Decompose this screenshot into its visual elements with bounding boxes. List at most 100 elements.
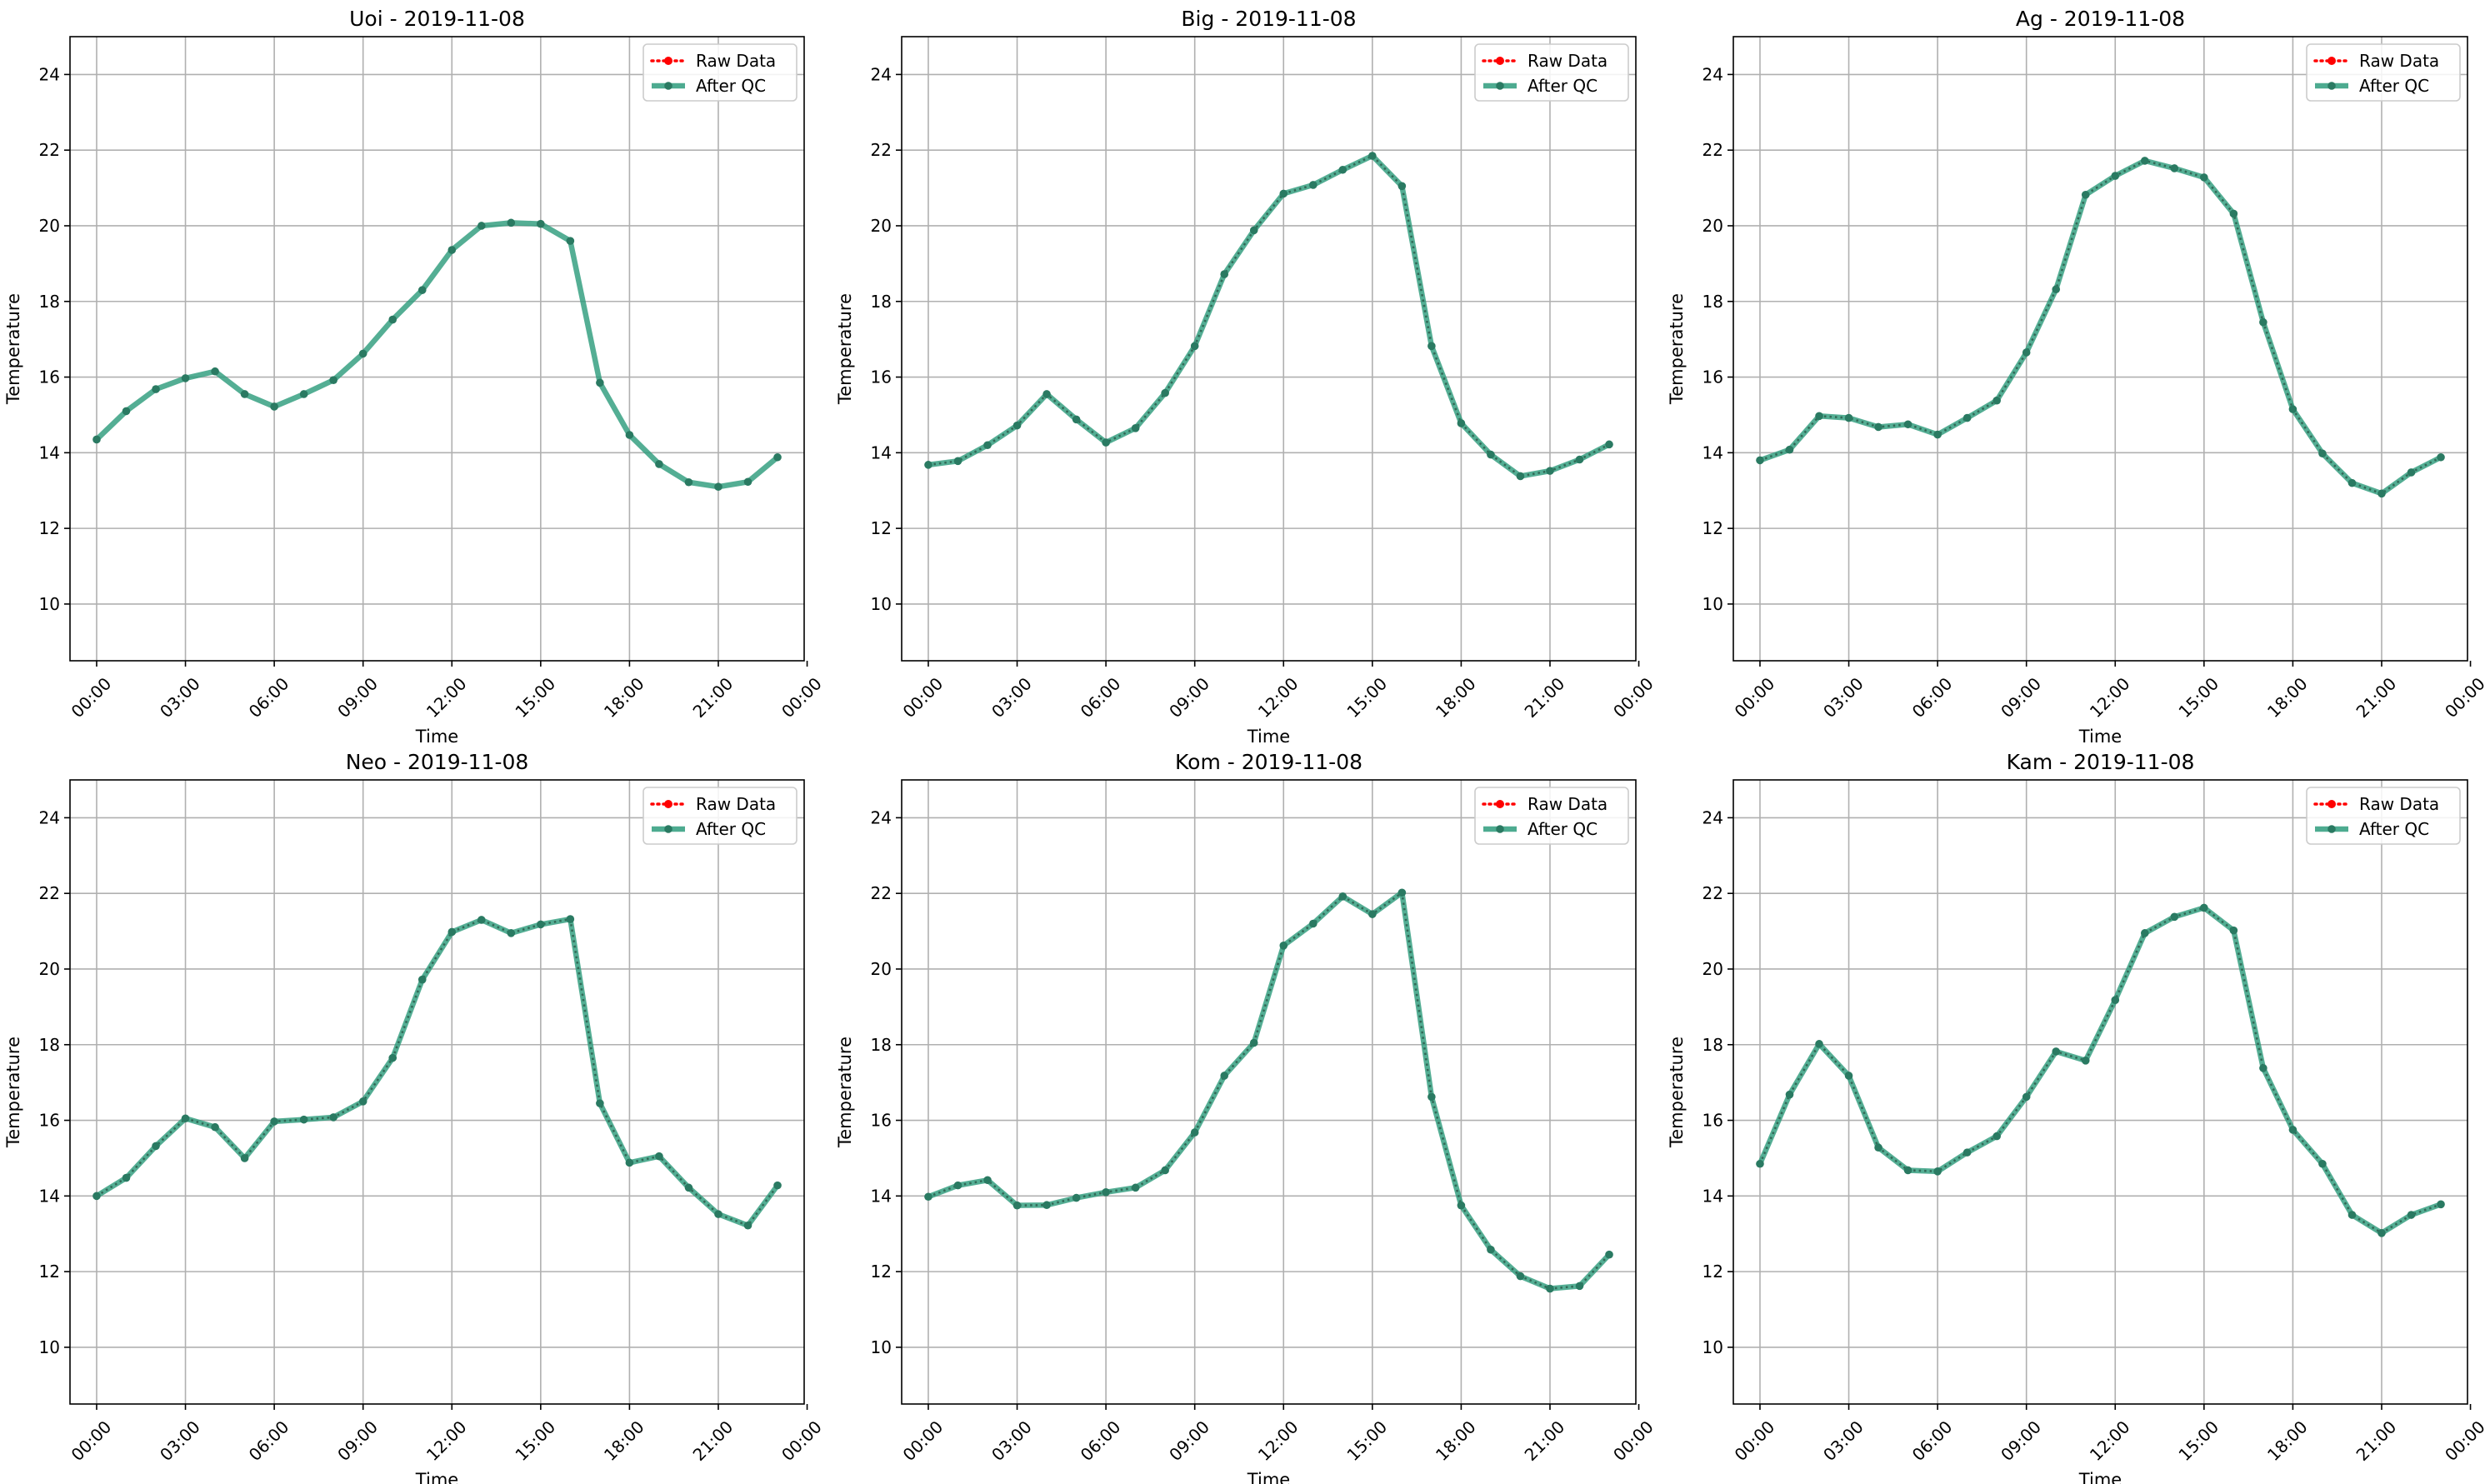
- data-point-after-qc: [1102, 438, 1110, 447]
- data-point-after-qc: [2229, 926, 2238, 935]
- y-tick-label: 10: [1702, 594, 1723, 614]
- data-point-after-qc: [358, 1097, 368, 1106]
- chart-title: Uoi - 2019-11-08: [349, 7, 525, 31]
- legend-label-raw-data: Raw Data: [2359, 794, 2439, 814]
- x-tick-label: 03:00: [988, 1417, 1036, 1465]
- y-tick-label: 12: [1702, 518, 1723, 538]
- data-point-after-qc: [1844, 413, 1853, 422]
- data-point-after-qc: [1516, 472, 1525, 481]
- data-point-after-qc: [1190, 1128, 1199, 1137]
- data-point-after-qc: [1487, 1245, 1495, 1254]
- y-tick-label: 24: [1702, 807, 1723, 827]
- data-point-after-qc: [270, 402, 278, 411]
- x-tick-label: 18:00: [600, 673, 648, 722]
- y-axis-label: Temperature: [3, 1037, 23, 1148]
- x-tick-label: 09:00: [333, 673, 382, 722]
- data-point-after-qc: [1457, 419, 1466, 427]
- data-point-after-qc: [2022, 348, 2031, 357]
- x-tick-label: 00:00: [899, 673, 948, 722]
- y-tick-label: 14: [39, 442, 60, 462]
- data-point-after-qc: [388, 1053, 398, 1062]
- data-point-after-qc: [92, 435, 101, 444]
- data-point-after-qc: [1756, 1159, 1764, 1168]
- data-point-after-qc: [507, 218, 516, 227]
- x-tick-label: 03:00: [156, 1417, 204, 1465]
- data-point-after-qc: [2111, 996, 2120, 1004]
- data-point-after-qc: [2081, 1057, 2090, 1065]
- y-tick-label: 24: [1702, 64, 1723, 84]
- data-point-after-qc: [2378, 1229, 2386, 1237]
- y-tick-label: 16: [39, 367, 60, 387]
- x-tick-label: 12:00: [422, 673, 471, 722]
- data-point-after-qc: [388, 315, 398, 324]
- y-tick-label: 20: [871, 959, 892, 979]
- y-tick-label: 14: [871, 1186, 892, 1206]
- y-tick-label: 22: [871, 140, 892, 160]
- x-tick-label: 03:00: [1819, 1417, 1868, 1465]
- y-tick-label: 16: [1702, 1111, 1723, 1131]
- data-point-after-qc: [1012, 1201, 1022, 1210]
- x-tick-label: 00:00: [778, 673, 826, 722]
- y-tick-label: 14: [871, 442, 892, 462]
- data-point-after-qc: [299, 390, 308, 398]
- y-axis-label: Temperature: [835, 293, 855, 405]
- legend: Raw Data After QC: [2306, 787, 2461, 845]
- data-point-after-qc: [1042, 390, 1051, 398]
- series-line-after-qc: [925, 890, 1612, 1292]
- data-point-after-qc: [1161, 388, 1169, 397]
- x-tick-label: 09:00: [1165, 673, 1213, 722]
- data-point-after-qc: [1102, 1187, 1110, 1197]
- legend-label-after-qc: After QC: [2359, 819, 2429, 839]
- y-tick-label: 22: [1702, 140, 1723, 160]
- chart-title: Neo - 2019-11-08: [346, 750, 529, 774]
- y-tick-label: 12: [871, 1262, 892, 1282]
- x-tick-label: 18:00: [2263, 673, 2312, 722]
- data-point-after-qc: [1220, 1072, 1229, 1080]
- data-point-after-qc: [448, 927, 457, 937]
- legend-marker-after-qc: [664, 825, 672, 833]
- data-point-after-qc: [566, 237, 575, 245]
- data-point-after-qc: [684, 1183, 693, 1192]
- data-point-after-qc: [924, 1192, 932, 1202]
- legend-label-after-qc: After QC: [2359, 76, 2429, 96]
- x-tick-label: 09:00: [1997, 1417, 2045, 1465]
- y-tick-label: 20: [871, 216, 892, 236]
- data-point-after-qc: [2259, 1064, 2268, 1072]
- y-tick-label: 24: [871, 64, 892, 84]
- x-tick-label: 06:00: [1908, 1417, 1957, 1465]
- data-point-after-qc: [2348, 1211, 2357, 1219]
- data-point-after-qc: [684, 477, 693, 487]
- legend: Raw Data After QC: [1474, 43, 1629, 102]
- x-axis-label: Time: [415, 1470, 458, 1484]
- y-axis-label: Temperature: [3, 293, 23, 405]
- data-point-after-qc: [1933, 1167, 1942, 1176]
- x-tick-label: 21:00: [2352, 673, 2401, 722]
- data-point-after-qc: [1338, 165, 1348, 174]
- data-point-after-qc: [2288, 1126, 2298, 1134]
- y-tick-label: 24: [39, 807, 60, 827]
- chart-panel: 00:00 03:00 06:00 09:00 12:00 15:00 18:00 21:00…: [3, 7, 826, 747]
- data-point-after-qc: [924, 461, 932, 469]
- series-line-after-qc: [1757, 905, 2444, 1237]
- data-point-after-qc: [1815, 412, 1823, 421]
- legend-label-raw-data: Raw Data: [696, 51, 776, 71]
- legend-marker-raw-data: [664, 57, 672, 65]
- legend-marker-after-qc: [1496, 825, 1504, 833]
- data-point-after-qc: [1131, 424, 1140, 432]
- data-point-after-qc: [983, 441, 992, 450]
- data-point-after-qc: [1428, 1092, 1436, 1102]
- x-tick-label: 15:00: [2174, 673, 2222, 722]
- data-point-after-qc: [1605, 1250, 1613, 1259]
- y-tick-label: 18: [871, 1035, 892, 1055]
- data-point-after-qc: [596, 1099, 604, 1107]
- data-point-after-qc: [122, 407, 131, 416]
- legend-label-after-qc: After QC: [696, 819, 766, 839]
- series-line-raw-data: [928, 890, 1610, 1290]
- data-point-after-qc: [1516, 1272, 1525, 1281]
- x-tick-label: 21:00: [689, 673, 738, 722]
- data-point-after-qc: [596, 378, 604, 387]
- data-point-after-qc: [2318, 1159, 2327, 1168]
- x-axis-label: Time: [415, 727, 458, 747]
- series-line-after-qc: [1757, 157, 2444, 497]
- data-point-after-qc: [1279, 189, 1288, 198]
